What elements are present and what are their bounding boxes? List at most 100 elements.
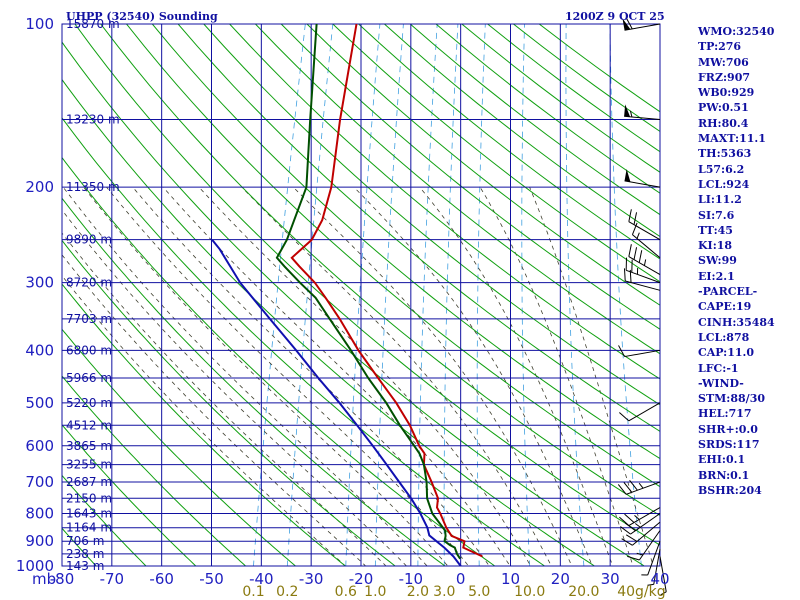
- wind-barb: [622, 17, 661, 31]
- dry-adiabat: [62, 474, 147, 566]
- index-entry: PW:0.51: [698, 101, 749, 115]
- moist-adiabat: [198, 186, 532, 566]
- wind-barb: [619, 507, 661, 526]
- height-label: 15870 m: [66, 17, 120, 31]
- temperature-tick-label: 30: [601, 570, 620, 588]
- index-entry: SHR+:0.0: [698, 422, 758, 436]
- dry-adiabat: [280, 24, 660, 330]
- grid: [61, 23, 661, 567]
- temperature-tick-label: -10: [399, 570, 424, 588]
- moist-adiabat: [83, 186, 449, 566]
- wind-barb: [647, 548, 661, 586]
- height-label: 6800 m: [66, 343, 112, 357]
- index-entry: FRZ:907: [698, 70, 751, 84]
- mixing-ratio-label: 5.0: [468, 584, 490, 600]
- index-entry: SRDS:117: [698, 438, 760, 452]
- wind-barb: [624, 104, 661, 120]
- height-label: 1164 m: [66, 521, 112, 535]
- index-entry: LCL:924: [698, 177, 750, 191]
- mixing-ratio-label: 20.0: [568, 584, 599, 600]
- dry-adiabat: [62, 375, 247, 566]
- mixing-ratio-line: [345, 24, 381, 566]
- index-entry: LCL:878: [698, 330, 750, 344]
- pressure-tick-label: 500: [25, 394, 54, 412]
- height-label: 706 m: [66, 534, 104, 548]
- temperature-tick-label: 0: [456, 570, 466, 588]
- mixing-ratio-label: 2.0: [407, 584, 429, 600]
- index-entry: -WIND-: [698, 376, 744, 390]
- dewpoint-profile: [275, 24, 462, 560]
- mixing-ratio-label: 3.0: [433, 584, 455, 600]
- moist-adiabat: [353, 186, 593, 566]
- moist-adiabat: [293, 186, 573, 566]
- mixing-ratio-label: 1.0: [364, 584, 386, 600]
- moist-adiabat: [62, 186, 428, 566]
- sounding-datetime: 1200Z 9 OCT 25: [565, 10, 665, 23]
- height-label: 5220 m: [66, 396, 112, 410]
- dry-adiabat: [151, 24, 660, 460]
- temperature-tick-label: -30: [299, 570, 324, 588]
- wind-barb: [620, 513, 661, 535]
- wind-barb: [659, 556, 667, 596]
- temperature-tick-label: -40: [249, 570, 274, 588]
- wind-barb: [631, 222, 661, 259]
- index-entry: TH:5363: [698, 147, 752, 161]
- moist-adiabat: [62, 254, 367, 566]
- dry-adiabat: [62, 197, 446, 566]
- height-label: 13230 m: [66, 112, 120, 126]
- pressure-tick-label: 200: [25, 178, 54, 196]
- wind-barb: [624, 169, 661, 188]
- pressure-tick-label: 100: [25, 15, 54, 33]
- pressure-tick-label: 900: [25, 532, 54, 550]
- pressure-tick-label: 800: [25, 504, 54, 522]
- dry-adiabats: [62, 24, 660, 566]
- height-label: 7703 m: [66, 312, 112, 326]
- temperature-tick-label: 20: [551, 570, 570, 588]
- moist-adiabat: [106, 186, 469, 566]
- index-entry: LI:11.2: [698, 193, 742, 207]
- index-entry: WB0:929: [698, 86, 755, 100]
- moist-adiabat: [62, 232, 387, 566]
- pressure-tick-label: 1000: [16, 557, 54, 575]
- height-label: 3255 m: [66, 458, 112, 472]
- mixing-ratio-label: 40g/kg: [617, 584, 665, 600]
- height-label: 2150 m: [66, 491, 112, 505]
- height-label: 238 m: [66, 547, 104, 561]
- height-label: 1643 m: [66, 506, 112, 520]
- height-label: 9890 m: [66, 233, 112, 247]
- wind-barb: [621, 521, 661, 546]
- temperature-tick-label: 40: [650, 570, 669, 588]
- moist-adiabat: [62, 209, 408, 566]
- mixing-ratio-line: [374, 24, 404, 566]
- dry-adiabat: [62, 283, 347, 566]
- dry-adiabat: [62, 527, 97, 566]
- wind-barb: [617, 480, 661, 495]
- moist-adiabat: [529, 187, 654, 566]
- height-label: 11350 m: [66, 180, 120, 194]
- temperature-tick-label: -20: [349, 570, 374, 588]
- dry-adiabat: [332, 24, 660, 283]
- wind-barb: [627, 530, 661, 561]
- parcel-profile: [211, 239, 462, 566]
- height-label: 5966 m: [66, 371, 112, 385]
- dry-adiabat: [177, 24, 660, 432]
- index-entry: L57:6.2: [698, 162, 745, 176]
- dry-adiabat: [62, 424, 197, 566]
- mixing-ratio-label: 0.1: [242, 584, 264, 600]
- moist-adiabat: [132, 186, 490, 566]
- index-entry: -PARCEL-: [698, 285, 758, 299]
- moist-adiabat: [162, 186, 511, 566]
- dry-adiabat: [62, 41, 646, 566]
- wind-barb: [628, 244, 661, 276]
- wind-barb: [618, 345, 661, 358]
- temperature-tick-label: -80: [50, 570, 75, 588]
- moist-adiabats: [62, 186, 654, 566]
- mixing-ratio-line: [521, 24, 531, 566]
- pressure-tick-label: 400: [25, 341, 54, 359]
- index-entry: EHI:0.1: [698, 453, 746, 467]
- height-label: 2687 m: [66, 475, 112, 489]
- pressure-tick-label: 300: [25, 274, 54, 292]
- pressure-tick-label: 600: [25, 437, 54, 455]
